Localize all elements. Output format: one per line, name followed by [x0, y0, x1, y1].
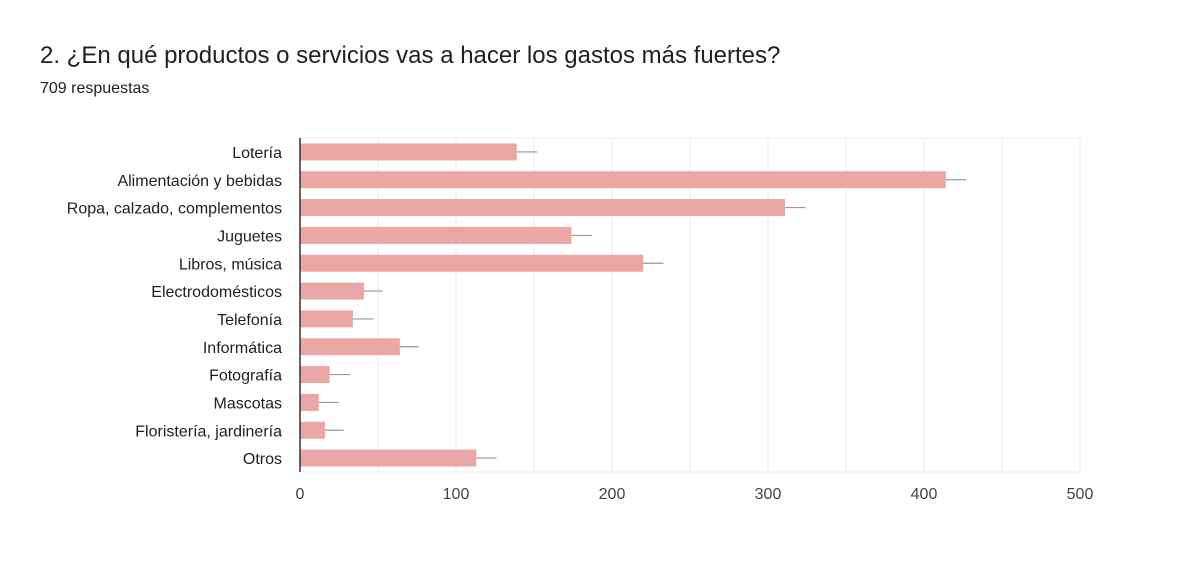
bar: [300, 143, 517, 161]
x-tick-label: 0: [296, 486, 305, 503]
x-tick-label: 400: [911, 486, 938, 503]
bar: [300, 393, 319, 411]
bar: [300, 282, 364, 300]
category-label: Telefonía: [217, 312, 282, 329]
category-label: Otros: [243, 451, 282, 468]
bar: [300, 310, 354, 328]
bar: [300, 226, 572, 244]
response-count: 709 respuestas: [40, 80, 150, 97]
question-title: 2. ¿En qué productos o servicios vas a h…: [40, 42, 781, 69]
category-label: Electrodomésticos: [151, 284, 282, 301]
x-tick-label: 200: [599, 486, 626, 503]
x-axis-ticks: 0 100 200 300 400 500: [296, 486, 1094, 503]
category-label: Libros, música: [179, 256, 282, 273]
x-tick-label: 100: [443, 486, 470, 503]
grid-lines: [299, 137, 1081, 473]
error-bars: [318, 151, 967, 459]
category-labels: Lotería Alimentación y bebidas Ropa, calza…: [67, 145, 282, 468]
bar: [300, 254, 644, 272]
category-label: Ropa, calzado, complementos: [67, 201, 282, 218]
bar: [300, 421, 325, 439]
bar: [300, 338, 400, 356]
category-label: Fotografía: [209, 368, 282, 385]
x-tick-label: 300: [755, 486, 782, 503]
bar: [300, 366, 330, 384]
category-label: Alimentación y bebidas: [117, 173, 282, 190]
category-label: Lotería: [232, 145, 282, 162]
category-label: Informática: [203, 340, 282, 357]
category-label: Juguetes: [217, 228, 282, 245]
bar: [300, 199, 786, 217]
bar: [300, 449, 477, 467]
category-label: Floristería, jardinería: [135, 423, 282, 440]
category-label: Mascotas: [214, 395, 282, 412]
x-tick-label: 500: [1067, 486, 1094, 503]
bars: [300, 143, 946, 467]
bar: [300, 171, 946, 189]
chart-header: 2. ¿En qué productos o servicios vas a h…: [40, 40, 780, 99]
